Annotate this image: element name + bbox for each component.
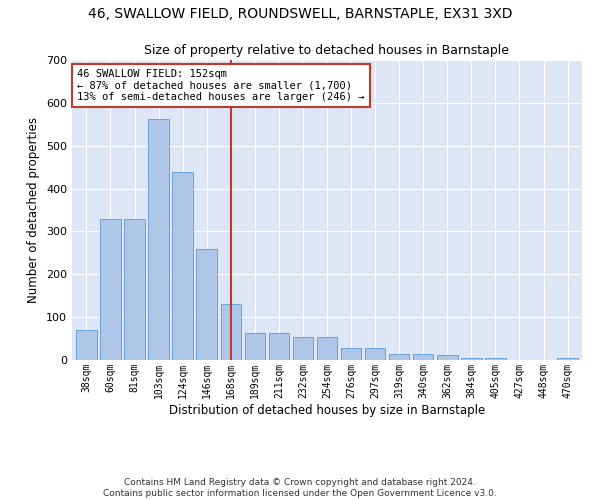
- Bar: [100, 220, 121, 360]
- Bar: [196, 250, 217, 360]
- Bar: [293, 338, 313, 360]
- Text: 46 SWALLOW FIELD: 152sqm
← 87% of detached houses are smaller (1,700)
13% of sem: 46 SWALLOW FIELD: 152sqm ← 87% of detach…: [77, 69, 365, 102]
- Bar: [341, 348, 361, 360]
- Bar: [245, 333, 265, 360]
- Text: 46, SWALLOW FIELD, ROUNDSWELL, BARNSTAPLE, EX31 3XD: 46, SWALLOW FIELD, ROUNDSWELL, BARNSTAPL…: [88, 8, 512, 22]
- Bar: [317, 338, 337, 360]
- Bar: [124, 220, 145, 360]
- Bar: [413, 354, 433, 360]
- Bar: [437, 355, 458, 360]
- Bar: [172, 172, 193, 360]
- Bar: [365, 348, 385, 360]
- Bar: [76, 330, 97, 360]
- Bar: [221, 304, 241, 360]
- Bar: [461, 358, 482, 360]
- Title: Size of property relative to detached houses in Barnstaple: Size of property relative to detached ho…: [145, 44, 509, 58]
- Bar: [557, 358, 578, 360]
- Bar: [389, 354, 409, 360]
- Bar: [148, 119, 169, 360]
- X-axis label: Distribution of detached houses by size in Barnstaple: Distribution of detached houses by size …: [169, 404, 485, 416]
- Text: Contains HM Land Registry data © Crown copyright and database right 2024.
Contai: Contains HM Land Registry data © Crown c…: [103, 478, 497, 498]
- Bar: [269, 333, 289, 360]
- Y-axis label: Number of detached properties: Number of detached properties: [28, 117, 40, 303]
- Bar: [485, 358, 506, 360]
